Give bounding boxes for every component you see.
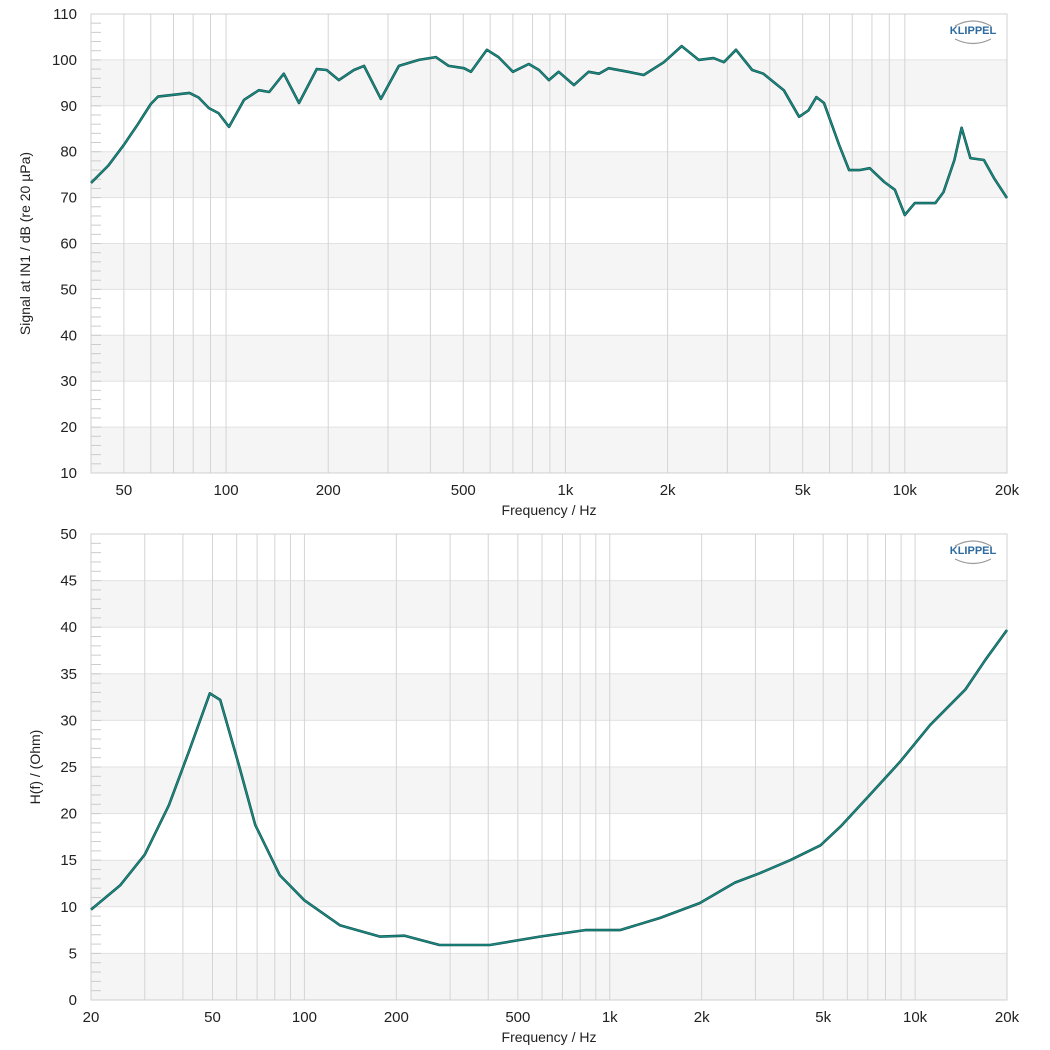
klippel-logo: KLIPPEL bbox=[950, 20, 997, 45]
y-tick-label: 45 bbox=[60, 573, 77, 590]
grid-band bbox=[91, 59, 1007, 106]
grid-band bbox=[91, 953, 1007, 1000]
series-line bbox=[90, 629, 1008, 946]
x-tick-label: 2k bbox=[660, 482, 676, 499]
x-tick-label: 1k bbox=[558, 482, 574, 499]
grid-band bbox=[91, 151, 1007, 198]
chart-1: 10 20 30 40 50 60 70 80 90 100 110 50 100 200 500 1k 2k 5… bbox=[17, 6, 1020, 518]
grid-band bbox=[91, 427, 1007, 473]
y-tick-label: 5 bbox=[69, 945, 77, 962]
grid-band bbox=[91, 105, 1007, 152]
grid-band bbox=[91, 673, 1007, 721]
x-tick-label: 10k bbox=[903, 1009, 928, 1026]
y-tick-label: 30 bbox=[60, 712, 77, 729]
grid-band bbox=[91, 534, 1007, 581]
x-tick-label: 5k bbox=[795, 482, 811, 499]
x-tick-label: 200 bbox=[384, 1009, 409, 1026]
grid-band bbox=[91, 289, 1007, 336]
y-tick-label: 20 bbox=[60, 419, 77, 436]
logo-arc-bottom bbox=[954, 38, 992, 45]
x-axis-label: Frequency / Hz bbox=[502, 502, 597, 518]
plot-frame bbox=[90, 13, 1008, 474]
y-tick-label: 0 bbox=[69, 992, 77, 1009]
logo-arc-top bbox=[954, 20, 992, 27]
y-tick-label: 20 bbox=[60, 806, 77, 823]
grid-band bbox=[91, 720, 1007, 767]
y-tick-label: 15 bbox=[60, 852, 77, 869]
y-tick-label: 60 bbox=[60, 236, 77, 253]
grid-band bbox=[91, 767, 1007, 814]
grid-band bbox=[91, 627, 1007, 674]
y-tick-label: 30 bbox=[60, 373, 77, 390]
logo-arc-top bbox=[954, 540, 992, 547]
x-axis-label: Frequency / Hz bbox=[502, 1029, 597, 1045]
x-tick-label: 50 bbox=[116, 482, 133, 499]
x-tick-label: 200 bbox=[316, 482, 341, 499]
y-axis-label: H(f) / (Ohm) bbox=[27, 730, 43, 805]
grid-band bbox=[91, 906, 1007, 954]
logo-text: KLIPPEL bbox=[950, 25, 997, 37]
y-tick-label: 25 bbox=[60, 759, 77, 776]
x-tick-label: 20 bbox=[83, 1009, 100, 1026]
x-tick-label: 2k bbox=[694, 1009, 710, 1026]
x-tick-label: 20k bbox=[995, 1009, 1020, 1026]
x-tick-label: 1k bbox=[602, 1009, 618, 1026]
chart-2: 0 5 10 15 20 25 30 35 40 45 50 20 50 100 200 500 1k 2k 5k 1… bbox=[27, 526, 1020, 1045]
grid-band bbox=[91, 381, 1007, 428]
series-line bbox=[90, 45, 1008, 216]
x-tick-label: 50 bbox=[204, 1009, 221, 1026]
grid-band bbox=[91, 335, 1007, 382]
y-tick-label: 50 bbox=[60, 526, 77, 543]
y-tick-label: 70 bbox=[60, 190, 77, 207]
logo-arc-bottom bbox=[954, 558, 992, 565]
x-tick-label: 500 bbox=[451, 482, 476, 499]
grid-band bbox=[91, 14, 1007, 60]
plot-frame bbox=[90, 533, 1008, 1001]
x-tick-label: 100 bbox=[292, 1009, 317, 1026]
y-tick-label: 80 bbox=[60, 144, 77, 161]
x-tick-label: 100 bbox=[214, 482, 239, 499]
y-tick-label: 10 bbox=[60, 899, 77, 916]
x-tick-label: 5k bbox=[815, 1009, 831, 1026]
y-tick-label: 100 bbox=[52, 52, 77, 69]
y-tick-label: 40 bbox=[60, 619, 77, 636]
y-axis-label: Signal at IN1 / dB (re 20 µPa) bbox=[17, 152, 33, 335]
y-tick-label: 110 bbox=[53, 6, 77, 23]
x-tick-label: 20k bbox=[995, 482, 1020, 499]
y-tick-label: 35 bbox=[60, 666, 77, 683]
grid-band bbox=[91, 580, 1007, 628]
y-tick-label: 40 bbox=[60, 327, 77, 344]
grid-band bbox=[91, 813, 1007, 861]
y-tick-label: 50 bbox=[60, 281, 77, 298]
grid-band bbox=[91, 860, 1007, 907]
y-tick-label: 90 bbox=[60, 98, 77, 115]
grid-band bbox=[91, 243, 1007, 290]
y-tick-label: 10 bbox=[60, 465, 77, 482]
klippel-logo: KLIPPEL bbox=[950, 540, 997, 565]
x-tick-label: 10k bbox=[893, 482, 918, 499]
logo-text: KLIPPEL bbox=[950, 545, 997, 557]
grid-band bbox=[91, 197, 1007, 244]
x-tick-label: 500 bbox=[505, 1009, 530, 1026]
